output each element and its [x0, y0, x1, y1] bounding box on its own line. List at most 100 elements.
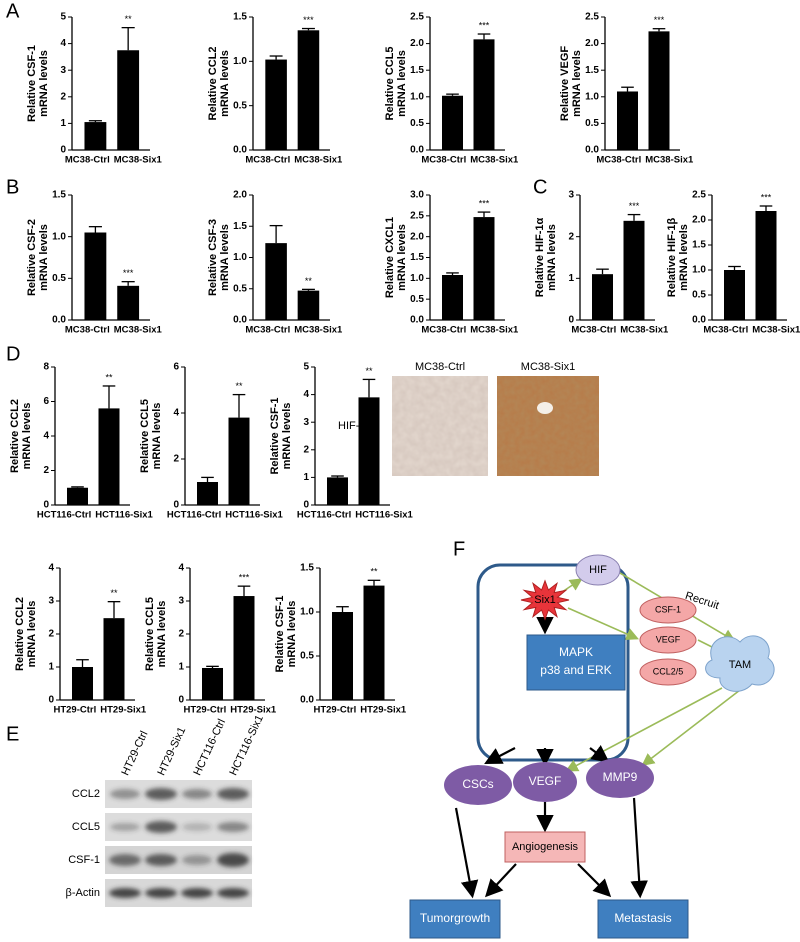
y-axis-label: Relative CSF-1	[274, 595, 286, 672]
y-axis-label: mRNA levels	[571, 50, 583, 117]
bar	[297, 30, 320, 150]
blot: CCL2 CCL5 CSF-1 β-Actin HT29-Ctrl HT29-S…	[66, 713, 266, 907]
x-tick-label: MC38-Ctrl	[65, 325, 110, 336]
bar	[67, 487, 88, 505]
outcome-node	[597, 899, 689, 939]
y-tick-label: 0.5	[300, 651, 314, 662]
bar	[473, 217, 495, 320]
significance: ***	[303, 15, 314, 25]
six1-star	[520, 579, 570, 621]
arrow	[484, 863, 517, 898]
y-axis-label: mRNA levels	[396, 50, 408, 117]
arrow	[641, 689, 741, 766]
x-tick-label: HCT116-Ctrl	[37, 510, 91, 521]
bar	[297, 290, 320, 320]
x-tick-label: HT29-Six1	[230, 705, 277, 716]
y-tick-label: 4	[303, 389, 309, 400]
band	[145, 821, 177, 833]
y-tick-label: 0	[178, 695, 184, 706]
bar	[617, 91, 638, 150]
bar	[117, 50, 140, 150]
x-tick-label: MC38-Six1	[294, 325, 343, 336]
x-tick-label: HT29-Six1	[100, 705, 147, 716]
blot-lane-label: HCT116-Ctrl	[191, 717, 228, 777]
y-axis-label: mRNA levels	[26, 601, 38, 668]
bar	[442, 95, 463, 150]
bar	[755, 211, 777, 320]
x-tick-label: MC38-Ctrl	[596, 155, 641, 166]
y-axis-label: mRNA levels	[286, 601, 298, 668]
x-tick-label: MC38-Six1	[645, 155, 694, 166]
y-tick-label: 0	[173, 500, 179, 511]
y-tick-label: 2	[48, 629, 54, 640]
y-tick-label: 3	[568, 190, 574, 201]
bar	[197, 482, 218, 505]
arrow	[577, 863, 612, 898]
band	[110, 823, 140, 831]
bar	[72, 667, 93, 700]
node-label: MAPK	[559, 645, 593, 659]
x-tick-label: MC38-Ctrl	[703, 325, 748, 336]
y-tick-label: 0	[568, 315, 574, 326]
blot-row-label: CCL2	[72, 788, 100, 800]
y-tick-label: 1	[48, 662, 54, 673]
y-tick-label: 5	[60, 12, 66, 23]
blot-lane-label: HT29-Six1	[155, 725, 188, 777]
y-axis-label: mRNA levels	[38, 50, 50, 117]
y-tick-label: 0.0	[300, 695, 314, 706]
band	[182, 855, 212, 865]
ihc: MC38-Ctrl MC38-Six1 HIF-1α	[338, 361, 599, 476]
y-tick-label: 4	[48, 563, 54, 574]
bar	[358, 397, 380, 505]
band	[109, 888, 141, 898]
y-tick-label: 0.0	[52, 315, 66, 326]
band	[181, 888, 213, 898]
y-axis-label: Relative CSF-2	[26, 219, 38, 296]
significance: **	[235, 381, 243, 391]
panel-label: B	[6, 176, 19, 198]
bar	[623, 220, 645, 320]
y-axis-label: mRNA levels	[156, 601, 168, 668]
y-tick-label: 2.5	[692, 190, 706, 201]
y-tick-label: 1.0	[300, 607, 314, 618]
y-axis-label: Relative CSF-1	[269, 397, 281, 474]
x-tick-label: HT29-Ctrl	[53, 705, 96, 716]
node-label: HIF	[589, 564, 607, 576]
bar	[327, 477, 348, 505]
mapk-node	[526, 634, 626, 691]
y-tick-label: 4	[60, 38, 66, 49]
y-tick-label: 1.0	[410, 91, 424, 102]
band	[217, 788, 249, 800]
y-tick-label: 1.5	[233, 12, 247, 23]
node-label: CSCs	[462, 777, 493, 791]
y-tick-label: 1.5	[585, 65, 599, 76]
bar	[103, 618, 125, 700]
blot-lane-label: HCT116-Six1	[227, 713, 265, 777]
mmp9-node	[586, 758, 654, 798]
bar	[202, 667, 223, 700]
y-tick-label: 8	[43, 362, 49, 373]
blot-lane-label: HT29-Ctrl	[119, 729, 150, 777]
y-tick-label: 0.0	[410, 145, 424, 156]
y-tick-label: 0.0	[692, 315, 706, 326]
bar	[724, 270, 745, 320]
angiogenesis-node	[504, 831, 586, 863]
node-label: VEGF	[656, 634, 681, 644]
y-tick-label: 1.5	[692, 240, 706, 251]
significance: ***	[239, 573, 250, 583]
node-label: Angiogenesis	[512, 841, 579, 853]
panel-label: E	[6, 723, 19, 745]
arrow	[484, 747, 516, 765]
y-tick-label: 2.0	[585, 38, 599, 49]
y-tick-label: 1	[178, 662, 184, 673]
panel-label: A	[6, 0, 20, 22]
significance: **	[105, 372, 113, 382]
y-tick-label: 1.0	[692, 265, 706, 276]
y-tick-label: 1	[303, 472, 309, 483]
y-axis-label: mRNA levels	[21, 403, 33, 470]
bar	[265, 243, 287, 320]
arrow	[454, 807, 479, 899]
y-tick-label: 2.5	[585, 12, 599, 23]
y-tick-label: 1	[568, 273, 574, 284]
y-tick-label: 2	[178, 629, 184, 640]
